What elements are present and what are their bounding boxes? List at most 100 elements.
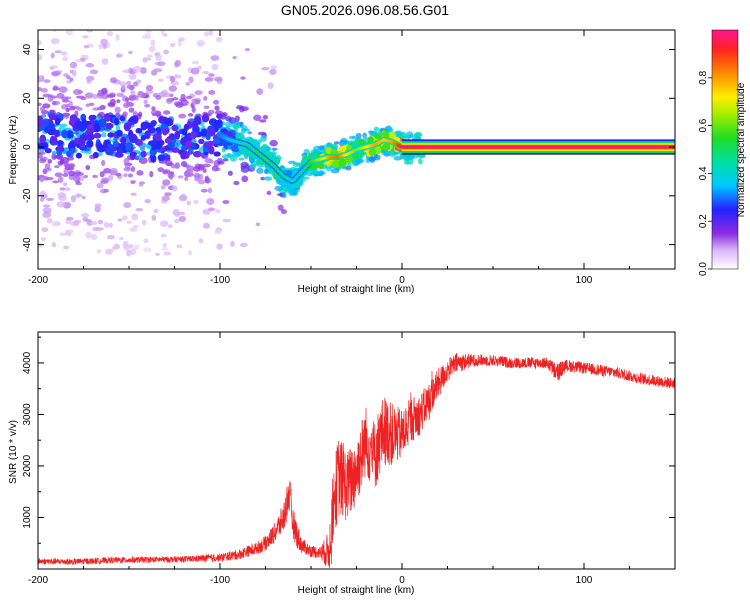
spectrogram-speckle — [198, 238, 204, 244]
spectrogram-speckle — [255, 222, 261, 227]
spectrogram-x-tick-label: -100 — [210, 275, 230, 286]
spectrogram-core-blob — [183, 123, 190, 132]
spectrogram-speckle — [82, 35, 89, 39]
spectrogram-y-tick-label: -40 — [22, 237, 33, 252]
spectrogram-speckle — [80, 54, 89, 58]
spectrogram-speckle — [173, 101, 183, 107]
spectrogram-speckle — [158, 78, 164, 82]
spectrogram-speckle — [116, 92, 124, 98]
spectrogram-speckle — [413, 133, 423, 138]
spectrogram-speckle — [373, 126, 380, 132]
snr-panel: -200 -100 0 100 1000 2000 3000 4000 Height of … — [8, 331, 676, 596]
spectrogram-speckle — [207, 109, 215, 115]
spectrogram-core-blob — [94, 122, 100, 131]
colorbar-tick-label: 0.4 — [698, 166, 709, 180]
spectrogram-core-blob — [129, 151, 137, 157]
spectrogram-y-tick-label: 40 — [22, 44, 33, 56]
spectrogram-speckle — [143, 238, 149, 243]
spectrogram-speckle — [221, 112, 228, 117]
spectrogram-speckle — [261, 66, 270, 71]
spectrogram-speckle — [368, 130, 373, 134]
snr-x-tick-label: 0 — [399, 575, 405, 586]
spectrogram-speckle — [208, 30, 213, 36]
spectrogram-speckle — [56, 153, 64, 160]
spectrogram-speckle — [69, 61, 78, 69]
spectrogram-speckle — [64, 187, 71, 192]
spectrogram-speckle — [163, 110, 171, 115]
spectrogram-speckle — [45, 176, 54, 181]
spectrogram-core-blob — [164, 137, 172, 144]
spectrogram-speckle — [115, 172, 122, 177]
spectrogram-speckle — [313, 173, 319, 177]
spectrogram-speckle — [185, 82, 191, 86]
spectrogram-speckle — [97, 106, 103, 111]
spectrogram-speckle — [202, 71, 210, 75]
spectrogram-speckle — [109, 167, 118, 175]
spectrogram-core-blob — [198, 138, 205, 145]
spectrogram-core-blob — [252, 141, 260, 148]
spectrogram-speckle — [101, 159, 106, 167]
spectrogram-speckle — [65, 219, 72, 225]
spectrogram-speckle — [196, 39, 205, 47]
spectrogram-speckle — [267, 82, 274, 90]
spectrogram-speckle — [244, 47, 251, 52]
spectrogram-speckle — [208, 207, 216, 212]
spectrogram-speckle — [106, 235, 115, 240]
spectrogram-speckle — [238, 157, 245, 161]
spectrogram-core-blob — [208, 145, 215, 155]
spectrogram-core-blob — [128, 117, 137, 123]
spectrogram-speckle — [260, 134, 267, 142]
spectrogram-speckle — [188, 76, 194, 84]
spectrogram-speckle — [409, 153, 415, 161]
spectrogram-speckle — [59, 187, 66, 191]
spectrogram-y-tick-label: 20 — [22, 92, 33, 104]
spectrogram-core-blob — [150, 140, 157, 147]
spectrogram-speckle — [94, 205, 101, 213]
spectrogram-speckle — [387, 127, 394, 133]
spectrogram-speckle — [62, 173, 69, 178]
spectrogram-speckle — [233, 180, 240, 186]
spectrogram-speckle — [80, 96, 87, 101]
spectrogram-speckle — [162, 242, 167, 249]
spectrogram-speckle — [86, 30, 94, 33]
spectrogram-speckle — [101, 58, 109, 65]
spectrogram-core-blob — [113, 140, 119, 148]
spectrogram-speckle — [271, 147, 278, 151]
spectrogram-speckle — [151, 214, 157, 221]
spectrogram-speckle — [67, 156, 75, 161]
spectrogram-ridge-core — [279, 171, 284, 176]
spectrogram-speckle — [92, 93, 98, 100]
spectrogram-core-blob — [216, 113, 223, 119]
spectrogram-ridge-core — [292, 178, 297, 182]
spectrogram-core-blob — [86, 140, 94, 148]
spectrogram-speckle — [222, 218, 232, 223]
spectrogram-speckle — [66, 20, 75, 27]
spectrogram-speckle — [239, 242, 248, 248]
spectrogram-core-blob — [153, 133, 162, 141]
spectrogram-speckle — [52, 180, 60, 184]
spectrogram-core-blob — [357, 138, 366, 146]
spectrogram-speckle — [61, 51, 68, 56]
spectrogram-speckle — [214, 105, 220, 111]
spectrogram-speckle — [68, 100, 73, 108]
spectrogram-speckle — [57, 176, 64, 183]
spectrogram-speckle — [126, 249, 132, 257]
spectrogram-core-blob — [201, 113, 210, 123]
spectrogram-speckle — [142, 247, 152, 253]
spectrogram-speckle — [142, 56, 148, 64]
spectrogram-speckle — [75, 180, 81, 184]
spectrogram-speckle — [63, 161, 69, 168]
spectrogram-core-blob — [171, 124, 179, 132]
spectrogram-speckle — [256, 167, 264, 174]
spectrogram-speckle — [150, 39, 156, 47]
spectrogram-speckle — [62, 73, 69, 77]
spectrogram-speckle — [47, 94, 54, 98]
spectrogram-speckle — [138, 181, 144, 187]
spectrogram-speckle — [208, 90, 216, 95]
spectrogram-speckle — [178, 215, 187, 223]
spectrogram-core-blob — [121, 136, 127, 144]
spectrogram-speckle — [137, 90, 144, 96]
spectrogram-speckle — [200, 188, 208, 193]
snr-y-label: SNR (10 * v/v) — [8, 420, 19, 484]
spectrogram-speckle — [59, 232, 68, 236]
